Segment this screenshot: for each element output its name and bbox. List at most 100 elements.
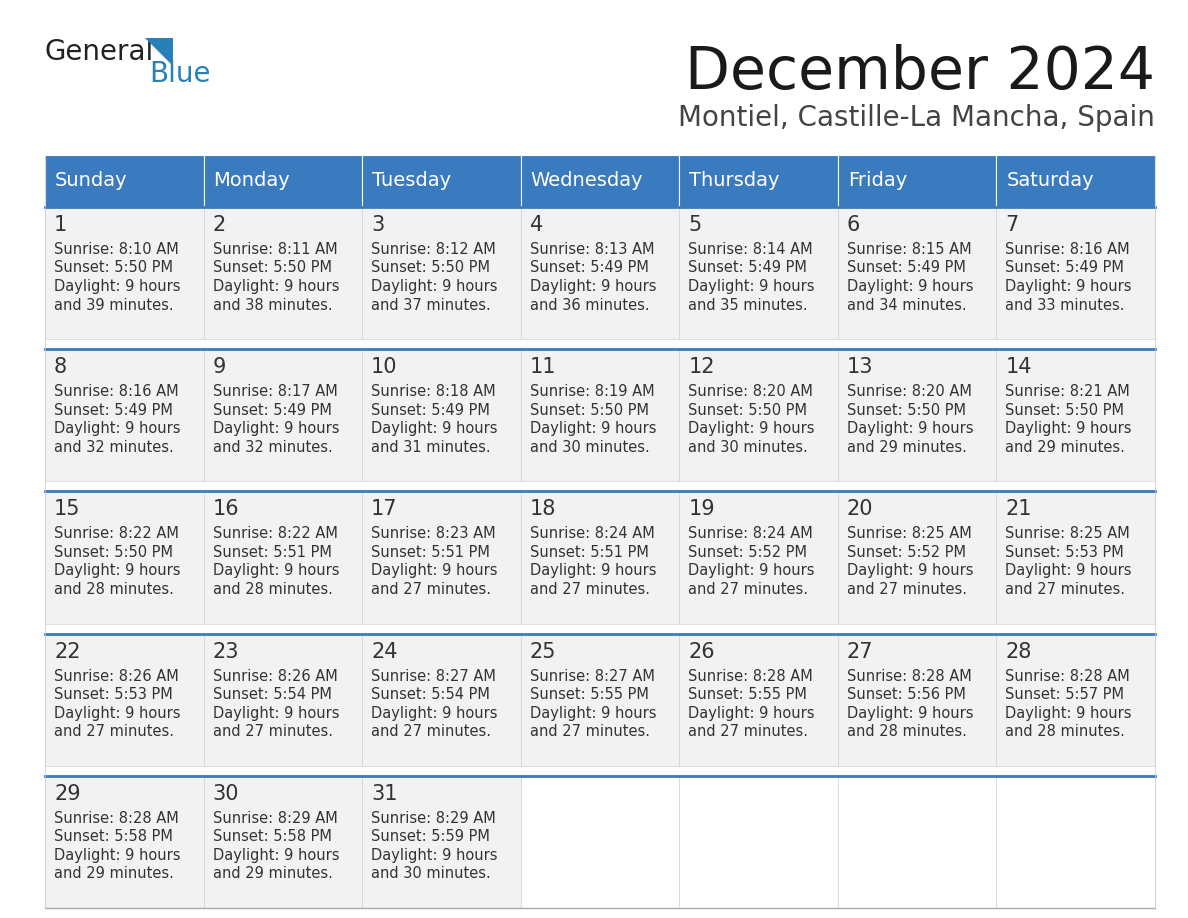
Text: Daylight: 9 hours: Daylight: 9 hours	[1005, 421, 1132, 436]
Text: Sunrise: 8:11 AM: Sunrise: 8:11 AM	[213, 242, 337, 257]
Text: Sunset: 5:49 PM: Sunset: 5:49 PM	[530, 261, 649, 275]
Bar	[838, 349, 997, 481]
Text: Sunrise: 8:29 AM: Sunrise: 8:29 AM	[371, 811, 495, 826]
Text: 18: 18	[530, 499, 556, 520]
Text: 28: 28	[1005, 642, 1032, 662]
Text: Sunset: 5:52 PM: Sunset: 5:52 PM	[688, 545, 808, 560]
Text: Sunset: 5:55 PM: Sunset: 5:55 PM	[688, 687, 807, 702]
Text: Sunset: 5:50 PM: Sunset: 5:50 PM	[530, 403, 649, 418]
Text: Sunset: 5:57 PM: Sunset: 5:57 PM	[1005, 687, 1124, 702]
Text: Sunrise: 8:13 AM: Sunrise: 8:13 AM	[530, 242, 655, 257]
Text: Sunset: 5:49 PM: Sunset: 5:49 PM	[1005, 261, 1124, 275]
Text: Sunrise: 8:15 AM: Sunrise: 8:15 AM	[847, 242, 972, 257]
Text: Daylight: 9 hours: Daylight: 9 hours	[53, 279, 181, 294]
Text: Sunset: 5:51 PM: Sunset: 5:51 PM	[371, 545, 489, 560]
Bar	[838, 491, 997, 623]
Bar	[997, 633, 1155, 766]
Text: Daylight: 9 hours: Daylight: 9 hours	[688, 279, 815, 294]
Text: Sunrise: 8:28 AM: Sunrise: 8:28 AM	[1005, 668, 1130, 684]
Bar	[203, 349, 362, 481]
Bar	[520, 349, 680, 481]
Text: Friday: Friday	[848, 172, 908, 191]
Text: Daylight: 9 hours: Daylight: 9 hours	[847, 564, 973, 578]
Text: Daylight: 9 hours: Daylight: 9 hours	[371, 421, 498, 436]
Text: Sunrise: 8:28 AM: Sunrise: 8:28 AM	[53, 811, 178, 826]
Text: and 29 minutes.: and 29 minutes.	[53, 867, 173, 881]
Text: 6: 6	[847, 215, 860, 235]
Text: 22: 22	[53, 642, 81, 662]
Text: 24: 24	[371, 642, 398, 662]
Text: 20: 20	[847, 499, 873, 520]
Text: Sunset: 5:49 PM: Sunset: 5:49 PM	[371, 403, 489, 418]
Text: and 30 minutes.: and 30 minutes.	[371, 867, 491, 881]
Text: Sunset: 5:55 PM: Sunset: 5:55 PM	[530, 687, 649, 702]
Text: Blue: Blue	[148, 60, 210, 88]
Text: Sunrise: 8:28 AM: Sunrise: 8:28 AM	[847, 668, 972, 684]
Text: and 39 minutes.: and 39 minutes.	[53, 297, 173, 312]
Bar	[520, 633, 680, 766]
Text: 7: 7	[1005, 215, 1018, 235]
Text: 11: 11	[530, 357, 556, 377]
Text: Sunrise: 8:22 AM: Sunrise: 8:22 AM	[213, 526, 337, 542]
Text: 17: 17	[371, 499, 398, 520]
Polygon shape	[145, 38, 173, 66]
Text: 8: 8	[53, 357, 68, 377]
Text: 13: 13	[847, 357, 873, 377]
Text: and 30 minutes.: and 30 minutes.	[530, 440, 650, 454]
Text: 14: 14	[1005, 357, 1032, 377]
Text: and 29 minutes.: and 29 minutes.	[1005, 440, 1125, 454]
Text: Daylight: 9 hours: Daylight: 9 hours	[688, 706, 815, 721]
Text: 21: 21	[1005, 499, 1032, 520]
Text: and 31 minutes.: and 31 minutes.	[371, 440, 491, 454]
Text: Daylight: 9 hours: Daylight: 9 hours	[53, 564, 181, 578]
Text: and 27 minutes.: and 27 minutes.	[847, 582, 967, 597]
Text: Sunrise: 8:21 AM: Sunrise: 8:21 AM	[1005, 385, 1130, 399]
Text: Sunrise: 8:25 AM: Sunrise: 8:25 AM	[1005, 526, 1130, 542]
Text: Daylight: 9 hours: Daylight: 9 hours	[847, 279, 973, 294]
Bar	[838, 776, 997, 908]
Bar	[362, 491, 520, 623]
Text: Sunset: 5:49 PM: Sunset: 5:49 PM	[213, 403, 331, 418]
Text: Daylight: 9 hours: Daylight: 9 hours	[213, 706, 339, 721]
Text: and 37 minutes.: and 37 minutes.	[371, 297, 491, 312]
Text: Daylight: 9 hours: Daylight: 9 hours	[847, 706, 973, 721]
Text: Daylight: 9 hours: Daylight: 9 hours	[53, 706, 181, 721]
Text: Sunset: 5:50 PM: Sunset: 5:50 PM	[1005, 403, 1124, 418]
Text: Daylight: 9 hours: Daylight: 9 hours	[688, 421, 815, 436]
Text: 4: 4	[530, 215, 543, 235]
Text: Sunrise: 8:24 AM: Sunrise: 8:24 AM	[688, 526, 813, 542]
Bar	[362, 349, 520, 481]
Text: 26: 26	[688, 642, 715, 662]
Text: Sunrise: 8:18 AM: Sunrise: 8:18 AM	[371, 385, 495, 399]
Bar	[203, 776, 362, 908]
Text: Daylight: 9 hours: Daylight: 9 hours	[530, 421, 656, 436]
Text: and 27 minutes.: and 27 minutes.	[530, 724, 650, 739]
Text: Sunrise: 8:25 AM: Sunrise: 8:25 AM	[847, 526, 972, 542]
Text: 31: 31	[371, 784, 398, 804]
Text: 5: 5	[688, 215, 702, 235]
Text: Sunset: 5:50 PM: Sunset: 5:50 PM	[847, 403, 966, 418]
Text: and 34 minutes.: and 34 minutes.	[847, 297, 967, 312]
Text: Sunset: 5:58 PM: Sunset: 5:58 PM	[213, 829, 331, 845]
Text: Daylight: 9 hours: Daylight: 9 hours	[371, 706, 498, 721]
Text: and 27 minutes.: and 27 minutes.	[688, 724, 808, 739]
Text: and 38 minutes.: and 38 minutes.	[213, 297, 333, 312]
Text: and 28 minutes.: and 28 minutes.	[53, 582, 173, 597]
Text: Sunset: 5:49 PM: Sunset: 5:49 PM	[688, 261, 807, 275]
Text: 12: 12	[688, 357, 715, 377]
Bar	[362, 155, 520, 207]
Bar	[680, 207, 838, 339]
Text: 2: 2	[213, 215, 226, 235]
Bar	[680, 349, 838, 481]
Text: Sunrise: 8:24 AM: Sunrise: 8:24 AM	[530, 526, 655, 542]
Bar	[520, 491, 680, 623]
Bar	[520, 155, 680, 207]
Bar	[838, 633, 997, 766]
Bar	[680, 633, 838, 766]
Text: Daylight: 9 hours: Daylight: 9 hours	[53, 848, 181, 863]
Text: Sunset: 5:51 PM: Sunset: 5:51 PM	[530, 545, 649, 560]
Text: Daylight: 9 hours: Daylight: 9 hours	[213, 279, 339, 294]
Text: Sunset: 5:52 PM: Sunset: 5:52 PM	[847, 545, 966, 560]
Text: Sunset: 5:50 PM: Sunset: 5:50 PM	[53, 261, 173, 275]
Text: Sunset: 5:50 PM: Sunset: 5:50 PM	[688, 403, 808, 418]
